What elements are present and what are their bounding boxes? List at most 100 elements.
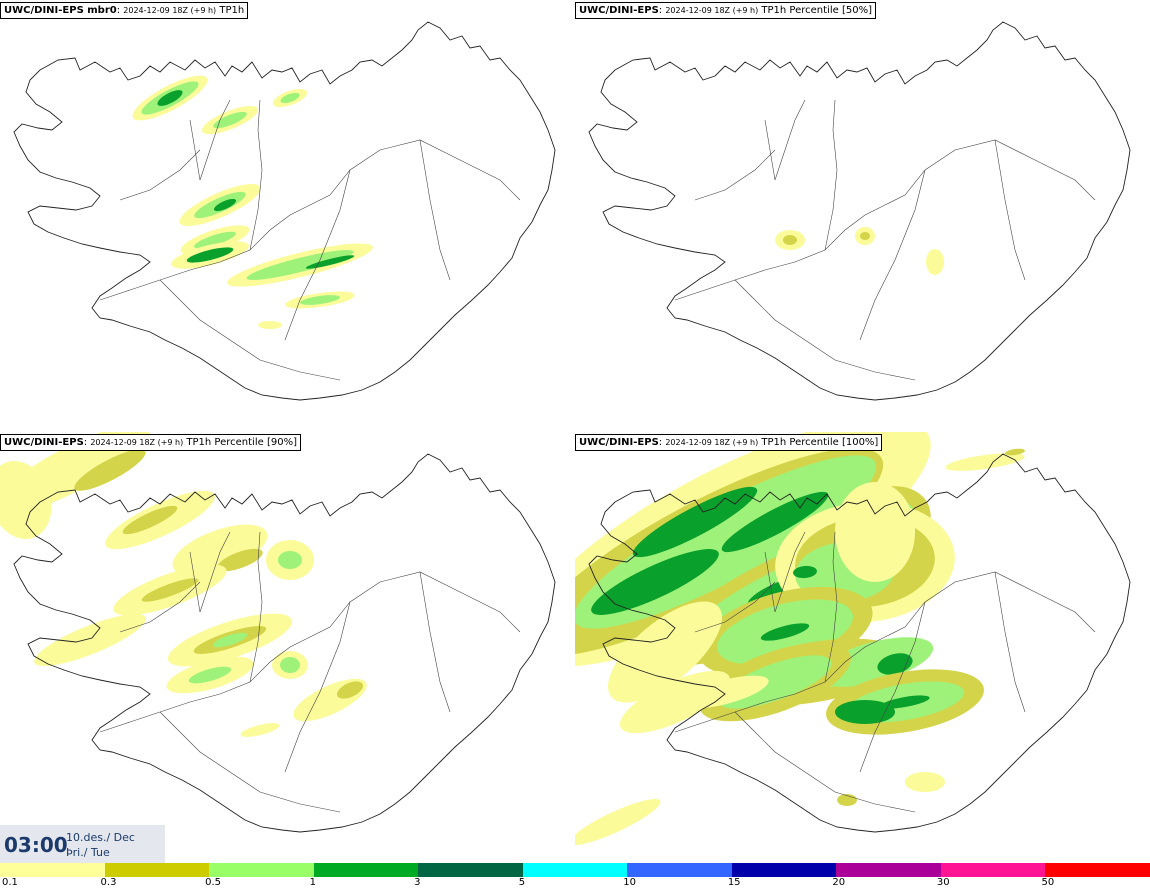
road-line xyxy=(824,99,838,251)
valid-weekday: Þri./ Tue xyxy=(66,846,110,859)
precip-area xyxy=(280,657,300,673)
road-line xyxy=(734,711,916,813)
precip-area xyxy=(240,723,280,737)
precip-area xyxy=(246,250,354,280)
road-line xyxy=(994,139,1026,281)
road-line xyxy=(419,571,451,713)
colorbar-swatch xyxy=(940,863,1046,877)
colorbar-swatch xyxy=(418,863,523,877)
precip-layer xyxy=(775,227,944,275)
colorbar-tick-label: 5 xyxy=(518,877,526,888)
precip-area xyxy=(880,695,930,709)
precip-area xyxy=(213,198,237,212)
road-line xyxy=(694,581,776,633)
road-line xyxy=(419,139,451,281)
road-line xyxy=(764,551,776,613)
road-line xyxy=(824,531,838,683)
precip-area xyxy=(305,255,355,269)
iceland-map xyxy=(13,21,556,401)
valid-date: 10.des./ Dec xyxy=(66,831,135,844)
map-panel-p50: UWC/DINI-EPS: 2024-12-09 18Z (+9 h) TP1h… xyxy=(575,0,1150,432)
coastline xyxy=(588,21,1131,401)
coastline xyxy=(13,453,556,833)
precip-area xyxy=(608,601,722,703)
colorbar-swatch xyxy=(731,863,837,877)
panel-title: UWC/DINI-EPS: 2024-12-09 18Z (+9 h) TP1h… xyxy=(575,2,876,19)
colorbar-tick-label: 20 xyxy=(832,877,846,888)
colorbar-swatch xyxy=(104,863,210,877)
precip-area xyxy=(945,453,1025,471)
panel-title: UWC/DINI-EPS: 2024-12-09 18Z (+9 h) TP1h… xyxy=(575,434,883,451)
precip-layer xyxy=(0,432,367,737)
colorbar-tick-label: 50 xyxy=(1041,877,1055,888)
precip-area xyxy=(783,235,797,245)
precip-area xyxy=(157,90,183,106)
precip-colorbar xyxy=(0,863,1150,877)
precip-area xyxy=(141,578,199,602)
panel-title: UWC/DINI-EPS mbr0: 2024-12-09 18Z (+9 h)… xyxy=(0,2,249,19)
precip-area xyxy=(926,249,944,275)
road-line xyxy=(119,581,201,633)
colorbar-tick-label: 0.1 xyxy=(2,877,18,888)
road-line xyxy=(764,119,776,181)
precip-area xyxy=(278,551,302,569)
colorbar-ticks: 0.1 0.3 0.5 1 3 5 10 15 20 30 50 xyxy=(0,877,1150,891)
precip-area xyxy=(172,524,268,576)
precip-area xyxy=(74,449,146,491)
precip-area xyxy=(122,505,178,535)
precip-area xyxy=(300,295,340,305)
colorbar-tick-label: 1 xyxy=(309,877,316,888)
precip-area xyxy=(835,700,895,724)
precip-area xyxy=(905,772,945,792)
road-line xyxy=(694,149,776,201)
road-line xyxy=(859,601,926,773)
map-panel-p100: UWC/DINI-EPS: 2024-12-09 18Z (+9 h) TP1h… xyxy=(575,432,1150,864)
precip-area xyxy=(194,231,236,249)
precip-area xyxy=(835,482,915,582)
road-line xyxy=(994,571,1026,713)
colorbar-swatch xyxy=(522,863,628,877)
precip-area xyxy=(575,799,661,845)
iceland-map xyxy=(0,432,556,833)
precip-area xyxy=(186,247,234,263)
road-line xyxy=(189,551,201,613)
road-line xyxy=(859,169,926,341)
coastline xyxy=(588,453,1131,833)
road-line xyxy=(159,279,341,381)
colorbar-tick-label: 0.3 xyxy=(100,877,117,888)
precip-area xyxy=(217,548,263,572)
precip-area xyxy=(336,681,364,699)
colorbar-swatch xyxy=(627,863,732,877)
road-line xyxy=(199,99,231,181)
map-panel-member0: UWC/DINI-EPS mbr0: 2024-12-09 18Z (+9 h)… xyxy=(0,0,575,432)
precip-area xyxy=(760,623,810,641)
precip-area xyxy=(721,491,829,553)
colorbar-tick-label: 3 xyxy=(414,877,421,888)
road-line xyxy=(284,169,351,341)
panel-title: UWC/DINI-EPS: 2024-12-09 18Z (+9 h) TP1h… xyxy=(0,434,301,451)
precip-area xyxy=(280,92,300,104)
precip-area xyxy=(212,632,248,648)
precip-area xyxy=(34,614,146,666)
colorbar-swatch xyxy=(313,863,419,877)
road-line xyxy=(249,99,263,251)
road-line xyxy=(199,531,231,613)
precip-area xyxy=(860,232,870,240)
precip-area xyxy=(619,670,731,734)
colorbar-swatch xyxy=(0,863,105,877)
colorbar-swatch xyxy=(1045,863,1150,877)
coastline xyxy=(13,21,556,401)
road-line xyxy=(674,139,1096,301)
colorbar-tick-label: 30 xyxy=(936,877,950,888)
colorbar-tick-label: 15 xyxy=(727,877,741,888)
road-line xyxy=(159,711,341,813)
precip-area xyxy=(258,321,282,329)
iceland-map xyxy=(575,432,1131,845)
colorbar-tick-label: 0.5 xyxy=(205,877,221,888)
road-line xyxy=(189,119,201,181)
road-line xyxy=(674,571,1096,733)
precip-layer xyxy=(575,432,1025,845)
precip-area xyxy=(1005,448,1025,456)
road-line xyxy=(249,531,263,683)
iceland-map xyxy=(588,21,1131,401)
